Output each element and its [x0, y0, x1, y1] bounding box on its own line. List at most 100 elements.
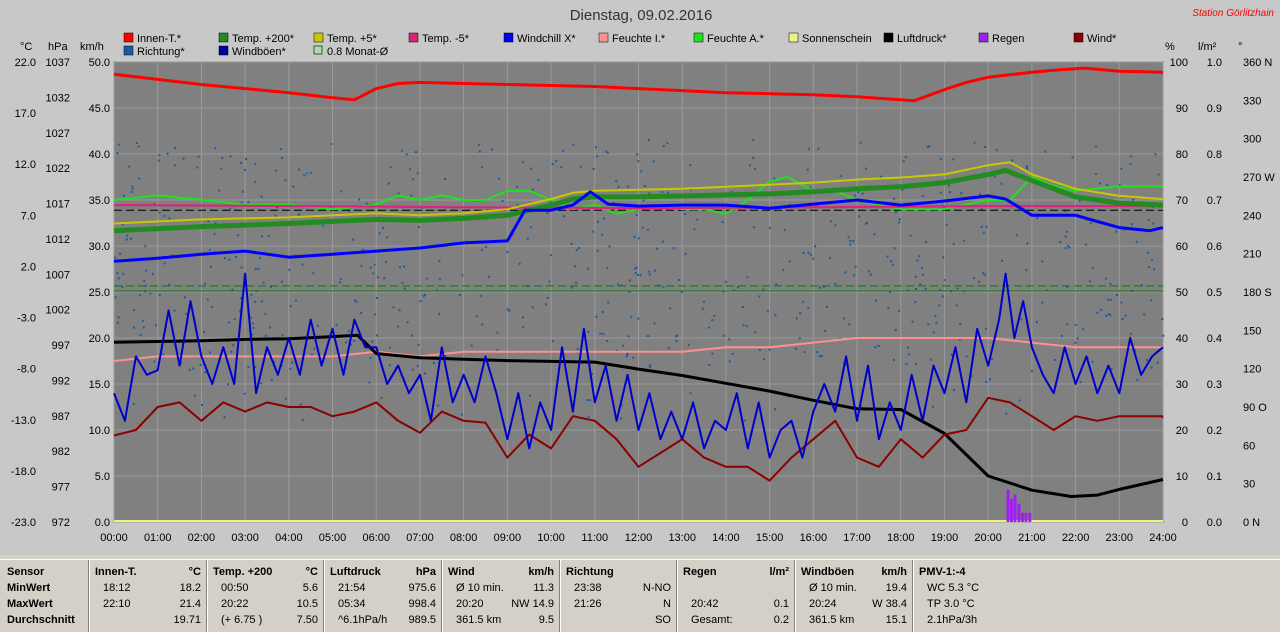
direction-point	[839, 175, 842, 178]
direction-point	[622, 344, 625, 347]
direction-point	[983, 273, 986, 276]
direction-point	[628, 279, 631, 282]
y-tick-label-wind_kmh: 25.0	[89, 287, 110, 299]
rain-bar	[1028, 512, 1032, 522]
direction-point	[701, 307, 704, 310]
direction-point	[438, 312, 441, 315]
direction-point	[1010, 159, 1013, 162]
direction-point	[1134, 349, 1137, 352]
direction-point	[289, 367, 292, 370]
stats-column: Regen l/m² 20:42 0.1 Gesamt: 0.2	[676, 560, 795, 632]
y-tick-label-temp: -23.0	[11, 517, 36, 529]
direction-point	[731, 352, 734, 355]
direction-point	[1071, 156, 1074, 159]
direction-point	[1076, 337, 1079, 340]
direction-point	[245, 157, 248, 160]
stats-sub: 20:22	[221, 598, 249, 610]
direction-point	[980, 208, 983, 211]
direction-point	[628, 290, 631, 293]
direction-point	[572, 144, 575, 147]
y-tick-label-wind_kmh: 5.0	[95, 471, 110, 483]
direction-point	[260, 382, 263, 385]
direction-point	[902, 160, 905, 163]
direction-point	[596, 155, 599, 158]
direction-point	[530, 167, 533, 170]
x-tick-label: 09:00	[494, 532, 522, 544]
direction-point	[940, 191, 943, 194]
direction-point	[589, 399, 592, 402]
direction-point	[627, 335, 630, 338]
direction-point	[417, 226, 420, 229]
direction-point	[977, 280, 980, 283]
y-tick-label-wind_kmh: 45.0	[89, 103, 110, 115]
direction-point	[640, 170, 643, 173]
direction-point	[925, 240, 928, 243]
direction-point	[864, 167, 867, 170]
stats-value: 0.2	[773, 614, 789, 626]
direction-point	[548, 280, 551, 283]
direction-point	[506, 308, 509, 311]
direction-point	[117, 321, 120, 324]
rain-bar	[1024, 512, 1028, 522]
direction-point	[414, 151, 417, 154]
direction-point	[877, 344, 880, 347]
direction-point	[360, 312, 363, 315]
y-tick-label-rain_lm2: 0.8	[1207, 149, 1222, 161]
direction-point	[746, 276, 749, 279]
direction-point	[982, 231, 985, 234]
direction-point	[193, 394, 196, 397]
y-tick-label-pressure_hpa: 1002	[46, 305, 70, 317]
legend-label: 0.8 Monat-Ø	[327, 46, 389, 58]
legend-item: Sonnenschein	[788, 32, 872, 45]
direction-point	[117, 316, 120, 319]
direction-point	[252, 327, 255, 330]
direction-point	[546, 296, 549, 299]
direction-point	[254, 300, 257, 303]
direction-point	[129, 237, 132, 240]
direction-point	[369, 356, 372, 359]
stats-head: Windböen	[801, 566, 855, 578]
direction-point	[782, 269, 785, 272]
direction-point	[803, 351, 806, 354]
direction-point	[648, 365, 651, 368]
stats-head: Wind	[448, 566, 475, 578]
direction-point	[221, 156, 224, 159]
x-tick-label: 00:00	[100, 532, 128, 544]
direction-point	[1084, 243, 1087, 246]
direction-point	[606, 267, 609, 270]
series-line	[113, 190, 1164, 263]
direction-point	[1109, 298, 1112, 301]
direction-point	[928, 145, 931, 148]
direction-point	[149, 292, 152, 295]
direction-point	[261, 300, 264, 303]
direction-point	[595, 315, 598, 318]
label-min: MinWert	[7, 582, 51, 594]
direction-point	[531, 188, 534, 191]
direction-point	[918, 255, 921, 258]
direction-point	[228, 321, 231, 324]
direction-point	[874, 346, 877, 349]
direction-point	[388, 346, 391, 349]
x-tick-label: 20:00	[974, 532, 1002, 544]
direction-point	[983, 145, 986, 148]
direction-point	[312, 272, 315, 275]
y-tick-label-temp: 2.0	[21, 261, 36, 273]
stats-sub: 22:10	[103, 598, 131, 610]
direction-point	[980, 225, 983, 228]
direction-point	[1109, 282, 1112, 285]
direction-point	[531, 306, 534, 309]
y-tick-label-humidity_pct: 40	[1176, 333, 1188, 345]
direction-point	[982, 272, 985, 275]
direction-point	[762, 288, 765, 291]
legend-label: Temp. +5*	[327, 33, 378, 45]
direction-point	[914, 301, 917, 304]
direction-point	[1088, 280, 1091, 283]
direction-point	[943, 279, 946, 282]
stats-column: Luftdruck hPa 21:54 975.6 05:34 998.4 ^6.1hPa/…	[323, 560, 442, 632]
rain-bar	[1020, 512, 1024, 522]
unit-hpa: hPa	[48, 41, 68, 53]
direction-point	[291, 361, 294, 364]
direction-point	[211, 305, 214, 308]
stats-head: Richtung	[566, 566, 614, 578]
y-tick-label-pressure_hpa: 982	[52, 446, 70, 458]
